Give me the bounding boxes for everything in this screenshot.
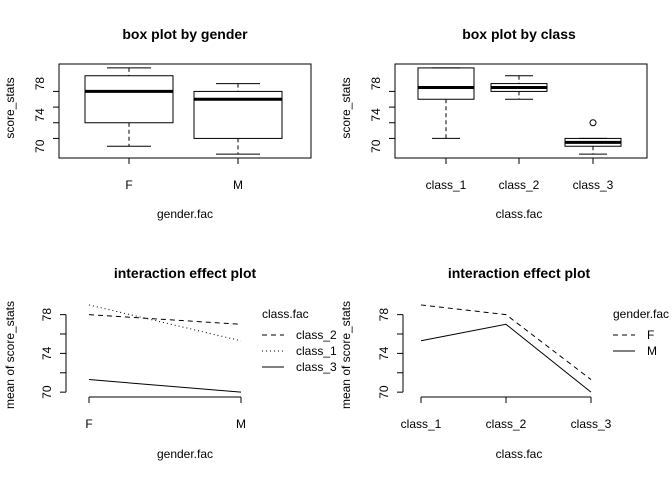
chart-title: box plot by class [462,26,576,42]
plot-marks: 70 74 78 F M [40,304,246,431]
x-axis-label: class.fac [496,207,543,221]
y-axis-label: score_stats [339,77,353,138]
panel-interaction-gender: interaction effect plot gender.fac mean … [3,265,337,461]
chart-title: box plot by gender [122,26,248,42]
plot-frame [58,63,312,159]
legend-label: class_1 [296,344,337,358]
y-axis-label: mean of score_stats [3,301,17,409]
y-tick-label: 74 [377,346,391,360]
x-axis-label: gender.fac [157,207,213,221]
x-tick-label: class_1 [401,417,442,431]
x-tick-label: class_3 [571,417,612,431]
plot-frame [394,63,648,159]
x-tick-label: class_3 [573,178,614,192]
x-tick-label: class_1 [426,178,467,192]
legend-title: gender.fac [613,307,669,321]
legend-label: M [647,344,657,358]
x-tick-label: class_2 [499,178,540,192]
legend-label: F [647,328,654,342]
panel-box-gender: box plot by gender gender.fac score_stat… [3,26,312,221]
legend: gender.fac FM [613,307,669,358]
chart-title: interaction effect plot [448,265,591,281]
chart-title: interaction effect plot [114,265,257,281]
x-tick-label: class_2 [486,417,527,431]
series-line [420,323,592,393]
box [193,90,283,139]
plot-marks: 70 74 78 F M [33,67,283,192]
y-tick-label: 78 [33,77,47,91]
y-tick-label: 74 [40,346,54,360]
y-tick-label: 78 [377,308,391,322]
legend-title: class.fac [262,307,309,321]
y-axis-label: score_stats [3,77,17,138]
box [84,75,174,124]
box [417,67,475,100]
plot-marks: 70 74 78 class_1 class_2 class_3 [369,67,622,192]
y-tick-label: 74 [33,108,47,122]
x-tick-label: F [85,417,92,431]
y-tick-label: 70 [40,385,54,399]
plot-marks: 70 74 78 class_1 class_2 class_3 [377,304,612,431]
legend-label: class_3 [296,360,337,374]
y-tick-label: 78 [369,77,383,91]
x-tick-label: M [236,417,246,431]
y-axis-label: mean of score_stats [339,301,353,409]
legend: class.fac class_2 class_1 class_3 [262,307,337,374]
outlier-point [589,119,597,127]
legend-label: class_2 [296,328,337,342]
y-tick-label: 74 [369,108,383,122]
panel-box-class: box plot by class class.fac score_stats … [339,26,648,221]
x-tick-label: F [125,178,132,192]
panel-interaction-class: interaction effect plot class.fac mean o… [339,265,669,461]
x-axis-label: class.fac [496,447,543,461]
x-axis-label: gender.fac [157,447,213,461]
y-tick-label: 70 [377,385,391,399]
y-tick-label: 70 [33,139,47,153]
series-line [88,379,242,393]
y-tick-label: 70 [369,139,383,153]
series-line [88,314,242,325]
y-tick-label: 78 [40,308,54,322]
series-line [420,304,592,380]
x-tick-label: M [233,178,243,192]
